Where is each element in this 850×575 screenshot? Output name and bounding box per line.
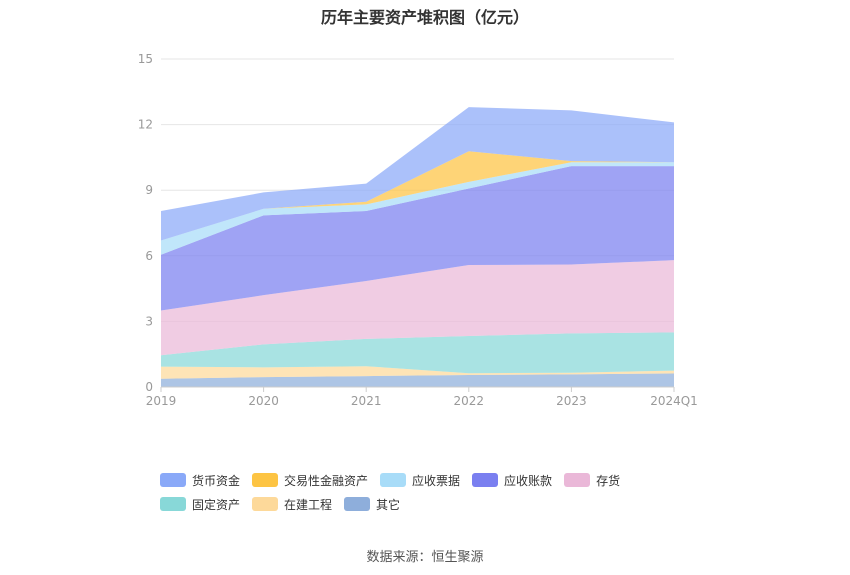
stacked-area-chart: 0 3 6 9 12 15 2019 2020 2021 2022 2023 2024Q1: [138, 52, 698, 408]
x-tick-label: 2019: [146, 394, 177, 408]
area-series-0[interactable]: [161, 373, 674, 387]
area-series-1[interactable]: [161, 366, 674, 379]
legend-swatch: [380, 473, 407, 487]
legend-item[interactable]: 固定资产: [160, 496, 240, 512]
legend-label: 存货: [596, 473, 621, 488]
legend-item[interactable]: 其它: [344, 496, 400, 512]
y-tick-label: 9: [145, 183, 153, 197]
legend-swatch: [160, 473, 186, 487]
legend-item[interactable]: 应收账款: [472, 472, 552, 488]
legend: 货币资金 交易性金融资产 应收票据 应收账款 存货固定资产 在建工程 其它: [160, 472, 720, 520]
area-series-3[interactable]: [161, 260, 674, 356]
legend-swatch: [160, 497, 186, 511]
y-tick-label: 6: [145, 249, 153, 263]
area-series: [161, 107, 674, 387]
legend-item[interactable]: 在建工程: [252, 496, 332, 512]
legend-item[interactable]: 货币资金: [160, 472, 240, 488]
legend-label: 货币资金: [192, 473, 241, 488]
legend-item[interactable]: 应收票据: [380, 472, 460, 488]
legend-swatch: [472, 473, 499, 487]
legend-label: 在建工程: [284, 497, 333, 512]
x-tick-label: 2021: [351, 394, 382, 408]
x-tick-label: 2024Q1: [650, 394, 698, 408]
area-series-4[interactable]: [161, 166, 674, 311]
x-tick-label: 2023: [556, 394, 587, 408]
legend-swatch: [344, 497, 371, 511]
y-tick-label: 0: [145, 380, 153, 394]
legend-item[interactable]: 交易性金融资产: [252, 472, 368, 488]
legend-swatch: [564, 473, 591, 487]
y-tick-label: 3: [145, 314, 153, 328]
legend-swatch: [252, 473, 279, 487]
area-series-7[interactable]: [161, 107, 674, 241]
y-tick-label: 15: [138, 52, 153, 66]
axes: 0 3 6 9 12 15 2019 2020 2021 2022 2023 2024Q1: [138, 52, 698, 408]
x-tick-label: 2022: [454, 394, 485, 408]
legend-label: 固定资产: [192, 497, 241, 512]
y-tick-label: 12: [138, 118, 153, 132]
data-source: 数据来源：恒生聚源: [366, 550, 484, 565]
area-series-2[interactable]: [161, 332, 674, 374]
chart-title: 历年主要资产堆积图（亿元）: [320, 8, 529, 27]
legend-swatch: [252, 497, 279, 511]
legend-label: 应收账款: [504, 473, 553, 488]
legend-item[interactable]: 存货: [564, 472, 620, 488]
legend-label: 其它: [376, 497, 401, 512]
legend-label: 交易性金融资产: [284, 473, 369, 488]
x-tick-label: 2020: [248, 394, 279, 408]
legend-label: 应收票据: [412, 473, 461, 488]
